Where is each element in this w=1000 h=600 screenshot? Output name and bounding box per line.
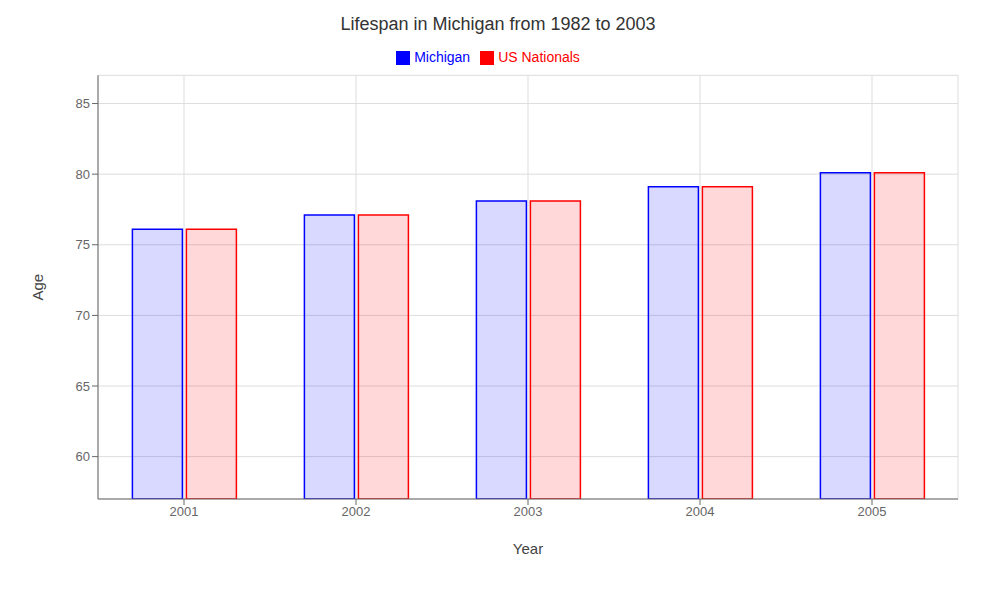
svg-text:2003: 2003 (514, 504, 543, 519)
svg-text:80: 80 (76, 167, 90, 182)
svg-text:2004: 2004 (686, 504, 715, 519)
svg-text:2005: 2005 (858, 504, 887, 519)
svg-text:Age: Age (29, 274, 46, 301)
svg-text:70: 70 (76, 308, 90, 323)
svg-text:60: 60 (76, 449, 90, 464)
svg-text:2002: 2002 (342, 504, 371, 519)
svg-text:85: 85 (76, 96, 90, 111)
svg-text:75: 75 (76, 237, 90, 252)
svg-text:65: 65 (76, 379, 90, 394)
html-text:US Nationals: US Nationals (498, 49, 580, 65)
html-text:Lifespan in Michigan from 1982: Lifespan in Michigan from 1982 to 2003 (340, 14, 656, 34)
html-text:Michigan: Michigan (414, 49, 471, 65)
svg-text:Year: Year (513, 540, 543, 557)
svg-text:2001: 2001 (170, 504, 199, 519)
